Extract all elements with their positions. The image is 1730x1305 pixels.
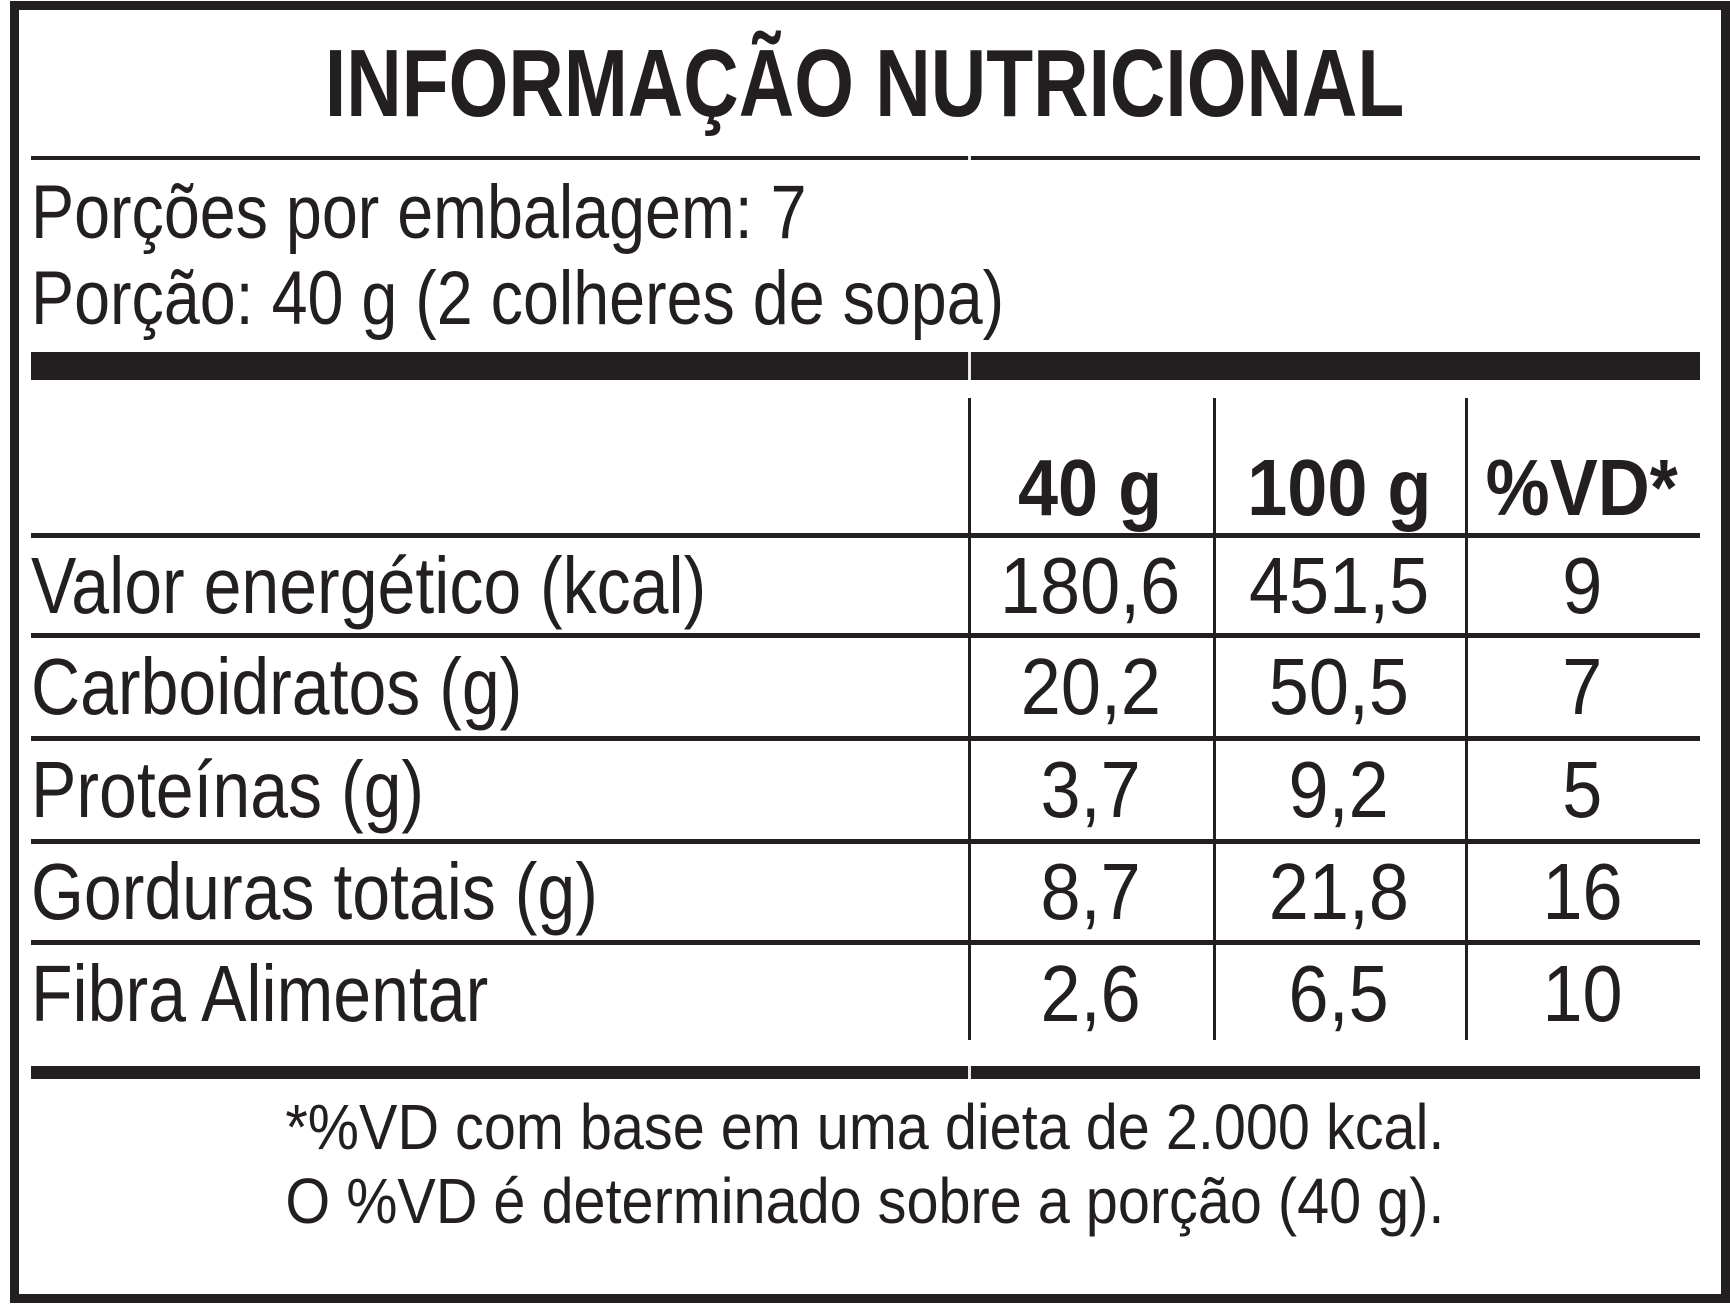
- servings-per-package-text: Porções por embalagem: 7: [31, 170, 807, 255]
- table-header-row: 40 g 100 g %VD*: [968, 398, 1699, 528]
- portion-size-line: Porção: 40 g (2 colheres de sopa): [31, 256, 1176, 342]
- row-divider: [31, 839, 1700, 844]
- serving-info: Porções por embalagem: 7 Porção: 40 g (2…: [31, 170, 1176, 342]
- row-divider: [31, 633, 1700, 638]
- row-label: Proteínas (g): [31, 745, 425, 834]
- row-value-vd: 7: [1561, 642, 1603, 731]
- row-label: Gorduras totais (g): [31, 847, 598, 936]
- row-value-vd: 10: [1541, 949, 1623, 1038]
- row-value-vd: 16: [1541, 847, 1623, 936]
- servings-per-package-line: Porções por embalagem: 7: [31, 170, 1176, 256]
- table-top-bar: [31, 352, 1700, 380]
- title-divider: [31, 156, 1700, 160]
- row-divider: [31, 736, 1700, 741]
- footnote-line-2: O %VD é determinado sobre a porção (40 g…: [285, 1165, 1445, 1237]
- column-header-vd: %VD*: [1485, 443, 1679, 532]
- column-divider-1: [968, 398, 971, 1040]
- table-row-gorduras-totais: Gorduras totais (g) 8,7 21,8 16: [31, 844, 1699, 940]
- row-value-100g: 50,5: [1268, 642, 1410, 731]
- row-value-100g: 9,2: [1288, 745, 1390, 834]
- column-header-100g: 100 g: [1246, 443, 1432, 532]
- row-label: Carboidratos (g): [31, 642, 523, 731]
- footnote-line-1: *%VD com base em uma dieta de 2.000 kcal…: [285, 1091, 1445, 1163]
- row-divider: [31, 533, 1700, 538]
- table-row-fibra-alimentar: Fibra Alimentar 2,6 6,5 10: [31, 945, 1699, 1043]
- row-value-vd: 5: [1561, 745, 1603, 834]
- row-value-100g: 6,5: [1288, 949, 1390, 1038]
- portion-size-text: Porção: 40 g (2 colheres de sopa): [31, 256, 1005, 341]
- row-value-40g: 3,7: [1040, 745, 1141, 834]
- label-border: [10, 1, 1730, 1303]
- row-value-40g: 2,6: [1040, 949, 1141, 1038]
- row-value-40g: 8,7: [1040, 847, 1141, 936]
- row-label: Fibra Alimentar: [31, 949, 489, 1038]
- row-label: Valor energético (kcal): [31, 540, 707, 630]
- column-divider-2: [1213, 398, 1216, 1040]
- table-bottom-bar: [31, 1066, 1700, 1079]
- table-row-carboidratos: Carboidratos (g) 20,2 50,5 7: [31, 638, 1699, 736]
- footnote: *%VD com base em uma dieta de 2.000 kcal…: [0, 1090, 1730, 1238]
- row-value-100g: 21,8: [1268, 847, 1410, 936]
- row-value-100g: 451,5: [1248, 540, 1430, 630]
- bar-notch: [968, 1066, 971, 1079]
- page-title-text: INFORMAÇÃO NUTRICIONAL: [325, 30, 1405, 137]
- row-value-40g: 20,2: [1020, 642, 1161, 731]
- bar-notch: [968, 352, 971, 380]
- row-divider: [31, 940, 1700, 945]
- row-value-40g: 180,6: [1000, 540, 1181, 630]
- table-row-proteinas: Proteínas (g) 3,7 9,2 5: [31, 741, 1699, 839]
- column-header-40g: 40 g: [1018, 443, 1163, 532]
- page-title: INFORMAÇÃO NUTRICIONAL: [0, 36, 1730, 132]
- column-divider-3: [1465, 398, 1468, 1040]
- divider-notch: [968, 156, 971, 160]
- row-value-vd: 9: [1561, 540, 1603, 630]
- table-row-valor-energetico: Valor energético (kcal) 180,6 451,5 9: [31, 538, 1699, 633]
